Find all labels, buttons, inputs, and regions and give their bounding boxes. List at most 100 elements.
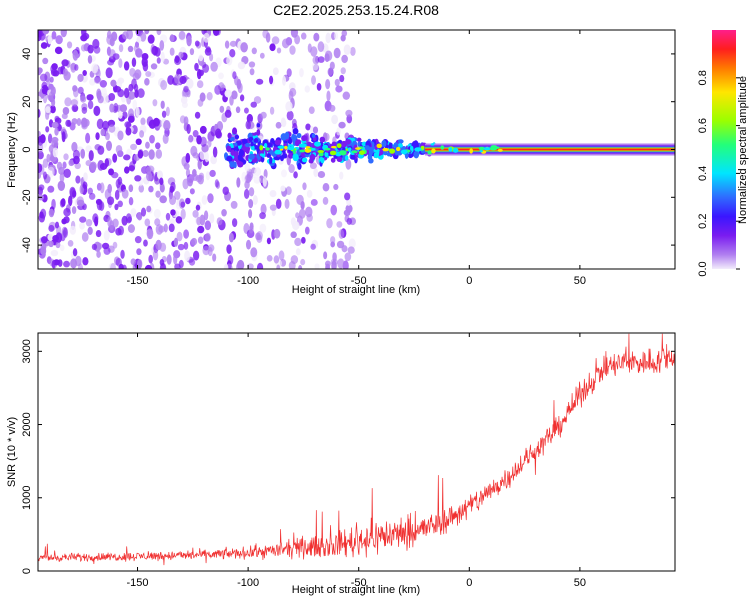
spectrogram-noise-mark: [306, 189, 313, 198]
spectrogram-noise-mark: [97, 242, 103, 250]
spectrogram-noise-mark: [343, 209, 351, 217]
spectrogram-noise-mark: [129, 67, 136, 77]
spectrogram-signal-mark: [234, 134, 240, 140]
spectrogram-noise-mark: [190, 237, 198, 246]
spectrogram-noise-mark: [348, 238, 356, 249]
spectrogram-noise-mark: [314, 263, 320, 269]
spectrogram-signal-mark: [263, 143, 268, 149]
spectrogram-noise-mark: [48, 224, 55, 232]
spectrogram-noise-mark: [285, 101, 293, 112]
spectrogram-peak-mark: [427, 150, 432, 155]
spectrogram-noise-mark: [85, 159, 92, 167]
spectrogram-noise-mark: [259, 223, 267, 233]
spectrogram-noise-mark: [47, 185, 55, 193]
spectrogram-noise-mark: [196, 68, 202, 80]
snr-series-line: [38, 333, 675, 566]
spectrogram-noise-mark: [114, 189, 120, 201]
spectrogram-noise-mark: [163, 58, 170, 65]
spectrogram-noise-mark: [118, 44, 124, 53]
spectrogram-noise-mark: [189, 188, 195, 195]
spectrogram-signal-mark: [386, 152, 392, 157]
spectrogram-noise-mark: [75, 175, 81, 184]
spectrogram-noise-mark: [81, 106, 88, 114]
spectrogram-noise-mark: [275, 198, 282, 210]
spectrogram-noise-mark: [286, 110, 294, 121]
spectrogram-noise-mark: [47, 35, 53, 45]
spectrogram-noise-mark: [312, 55, 320, 65]
spectrogram-signal-mark: [373, 151, 380, 159]
spectrogram-noise-mark: [81, 232, 89, 242]
spectrogram-noise-mark: [123, 154, 131, 161]
spectrogram-noise-mark: [232, 71, 237, 80]
spectrogram-noise-mark: [174, 190, 181, 200]
spectrogram-noise-mark: [51, 63, 58, 71]
spectrogram-noise-mark: [127, 45, 134, 53]
spectrogram-signal-mark: [393, 142, 399, 149]
spectrogram-noise-mark: [226, 244, 232, 254]
spectrogram-noise-mark: [39, 134, 46, 144]
spectrogram-noise-mark: [248, 209, 253, 219]
spectrogram-noise-mark: [154, 218, 161, 226]
spectrogram-noise-mark: [269, 43, 276, 52]
spectrogram-noise-mark: [82, 257, 89, 266]
spectrogram-noise-mark: [255, 78, 264, 85]
spectrogram-noise-mark: [325, 263, 330, 269]
spectrogram-noise-mark: [138, 184, 145, 193]
snr-x-tick-label: 50: [574, 577, 586, 589]
spectrogram-noise-mark: [205, 171, 210, 181]
spectrogram-noise-mark: [237, 61, 246, 70]
spectrogram-signal-mark: [294, 139, 300, 147]
spectrogram-noise-mark: [239, 94, 245, 102]
spectrogram-noise-mark: [151, 45, 159, 55]
spectrogram-y-axis-label: Frequency (Hz): [6, 112, 18, 188]
spectrogram-peak-mark: [298, 143, 307, 148]
spectrogram-noise-mark: [153, 209, 161, 219]
spectrogram-noise-mark: [40, 42, 48, 49]
spectrogram-noise-mark: [204, 47, 212, 56]
spectrogram-noise-mark: [212, 146, 218, 158]
spectrogram-noise-mark: [88, 192, 96, 200]
spectrogram-noise-mark: [155, 224, 163, 235]
spectrogram-noise-mark: [93, 76, 102, 84]
spectrogram-peak-mark: [410, 145, 414, 151]
spectrogram-noise-mark: [317, 171, 326, 178]
spectrogram-signal-mark: [336, 156, 343, 163]
spectrogram-noise-mark: [64, 97, 72, 107]
spectrogram-noise-mark: [231, 218, 238, 228]
spectrogram-noise-mark: [143, 239, 148, 247]
spectrogram-noise-mark: [313, 168, 319, 178]
spectrogram-noise-mark: [248, 61, 256, 68]
spectrogram-noise-mark: [119, 104, 128, 113]
spectrogram-noise-mark: [298, 264, 303, 269]
spectrogram-noise-mark: [108, 262, 117, 269]
spectrogram-chart: -150 -100 -50 0 50 -40 -20 0 20 40 Height of str…: [6, 29, 676, 296]
spectrogram-y-tick-label: -20: [21, 189, 33, 205]
spectrogram-noise-mark: [218, 72, 224, 80]
spectrogram-noise-mark: [106, 34, 114, 45]
spectrogram-noise-mark: [186, 177, 194, 187]
snr-x-ticks: -150 -100 -50 0 50: [127, 333, 586, 589]
spectrogram-peak-mark: [330, 150, 337, 156]
spectrogram-signal-mark: [413, 150, 420, 159]
spectrogram-x-ticks: -150 -100 -50 0 50: [127, 30, 586, 287]
spectrogram-noise-mark: [150, 63, 158, 70]
spectrogram-signal-mark: [297, 162, 302, 170]
spectrogram-noise-mark: [100, 128, 106, 137]
spectrogram-noise-mark: [48, 91, 53, 101]
spectrogram-noise-mark: [333, 47, 341, 59]
spectrogram-noise-mark: [330, 236, 336, 244]
spectrogram-peak-mark: [497, 148, 503, 152]
spectrogram-noise-mark: [256, 262, 264, 269]
spectrogram-noise-mark: [169, 195, 177, 206]
spectrogram-noise-mark: [204, 151, 209, 163]
spectrogram-noise-mark: [195, 204, 201, 211]
spectrogram-noise-mark: [271, 36, 280, 45]
spectrogram-noise-mark: [284, 198, 290, 210]
spectrogram-noise-mark: [93, 45, 101, 54]
spectrogram-noise-mark: [226, 55, 233, 66]
spectrogram-noise-mark: [62, 68, 68, 77]
spectrogram-noise-mark: [280, 185, 286, 192]
spectrogram-noise-mark: [70, 258, 78, 269]
spectrogram-noise-mark: [331, 114, 339, 125]
